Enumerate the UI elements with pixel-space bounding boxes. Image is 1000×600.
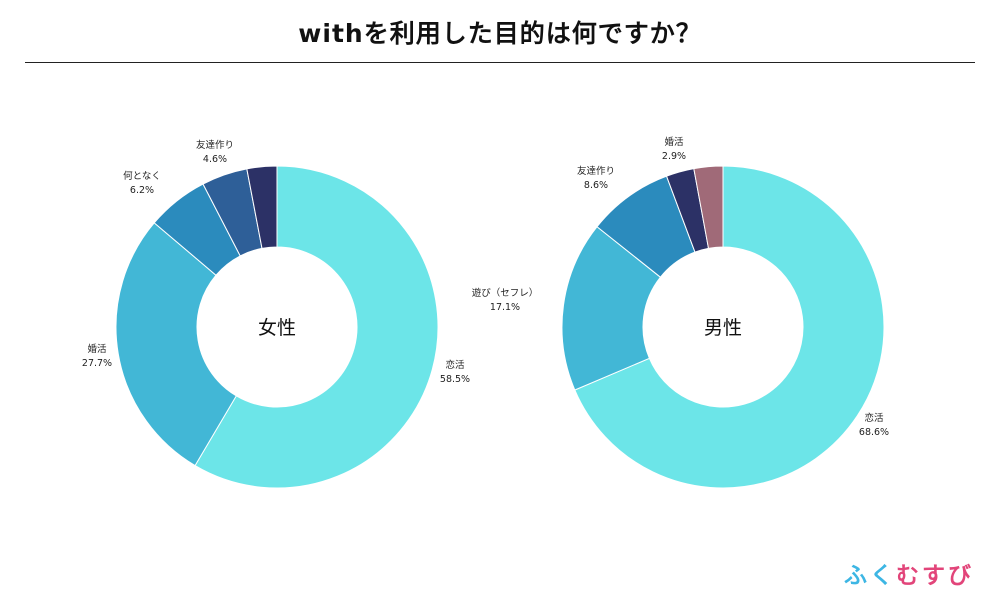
slice-label: 友達作り: [577, 165, 615, 177]
donut-center-label: 女性: [258, 317, 296, 339]
donut-slice: [194, 165, 439, 489]
donut-slice: [693, 165, 724, 249]
slice-label: 友達作り: [196, 139, 234, 151]
logo-char: む: [896, 563, 922, 589]
title-divider: [25, 62, 975, 63]
slice-label: 恋活: [445, 359, 465, 371]
slice-label: 何となく: [123, 170, 161, 182]
slice-value-label: 58.5%: [440, 374, 470, 385]
donut-slice: [574, 165, 885, 489]
donut-slice: [246, 165, 278, 250]
slice-value-label: 2.9%: [662, 151, 686, 162]
donut-slice: [561, 226, 662, 391]
slice-label: 婚活: [87, 343, 107, 355]
slice-label: 婚活: [664, 136, 684, 148]
slice-value-label: 4.6%: [203, 154, 227, 165]
page-title: withを利用した目的は何ですか？: [298, 19, 702, 48]
slice-value-label: 68.6%: [859, 427, 889, 438]
brand-logo: ふくむすび: [844, 556, 974, 590]
logo-char: び: [948, 563, 974, 589]
slice-label: 遊び（セフレ）: [472, 287, 539, 299]
donut-center-label: 男性: [704, 317, 742, 339]
slice-value-label: 17.1%: [490, 302, 520, 313]
logo-char: く: [870, 563, 896, 589]
donut-chart-2: 恋活 68.6% 遊び（セフレ） 17.1% 友達作り 8.6% 婚活 2.9% 男性: [472, 136, 889, 489]
slice-value-label: 8.6%: [584, 180, 608, 191]
slice-label: 恋活: [864, 412, 884, 424]
logo-char: ふ: [844, 563, 870, 589]
slice-value-label: 6.2%: [130, 185, 154, 196]
logo-char: す: [922, 563, 948, 589]
donut-slice: [115, 222, 237, 467]
donut-chart-1: 恋活 58.5% 婚活 27.7% 何となく 6.2% 友達作り 4.6% 女性: [82, 139, 470, 489]
slice-value-label: 27.7%: [82, 358, 112, 369]
